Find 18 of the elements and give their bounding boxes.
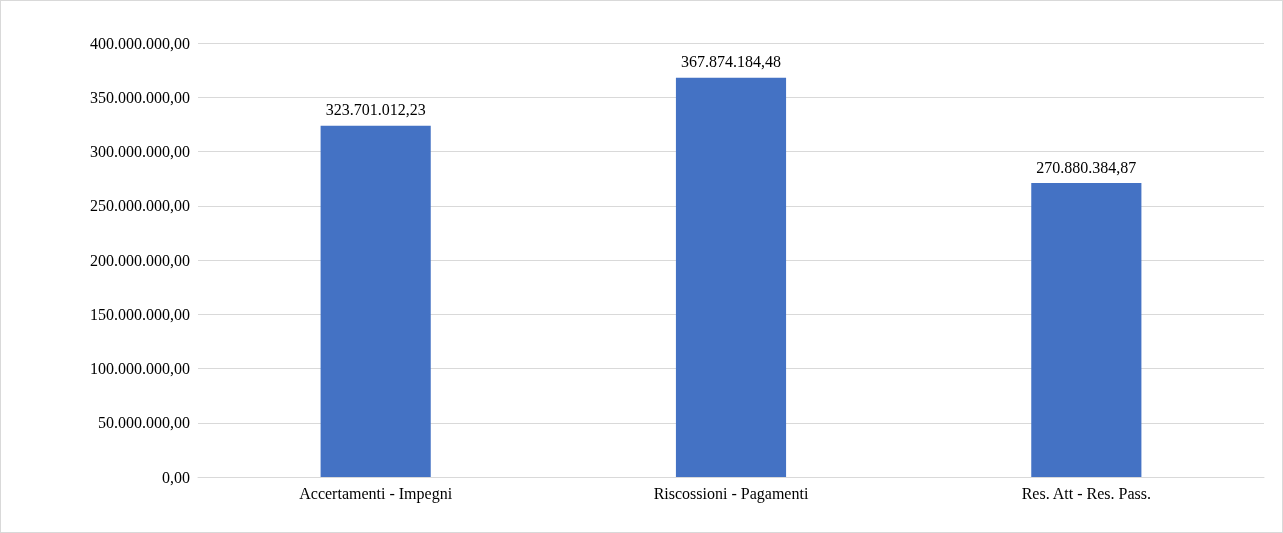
x-tick-label: Accertamenti - Impegni <box>299 484 453 503</box>
bar <box>675 77 787 477</box>
x-tick-label: Res. Att - Res. Pass. <box>1021 484 1152 502</box>
y-tick-label: 50.000.000,00 <box>98 414 190 432</box>
y-tick-label: 150.000.000,00 <box>90 305 190 323</box>
data-label: 323.701.012,23 <box>325 101 426 119</box>
y-tick-label: 100.000.000,00 <box>90 360 190 377</box>
data-label: 270.880.384,87 <box>1036 158 1137 176</box>
x-tick-label: Riscossioni - Pagamenti <box>653 484 809 503</box>
bar <box>1031 183 1142 477</box>
y-tick-label: 350.000.000,00 <box>90 88 190 106</box>
bar <box>320 125 431 477</box>
y-tick-label: 400.000.000,00 <box>90 34 190 52</box>
y-tick-label: 300.000.000,00 <box>90 143 190 160</box>
data-label: 367.874.184,48 <box>681 53 781 71</box>
y-tick-label: 200.000.000,00 <box>90 251 190 269</box>
y-tick-label: 0,00 <box>162 468 190 486</box>
y-tick-label: 250.000.000,00 <box>90 197 190 215</box>
